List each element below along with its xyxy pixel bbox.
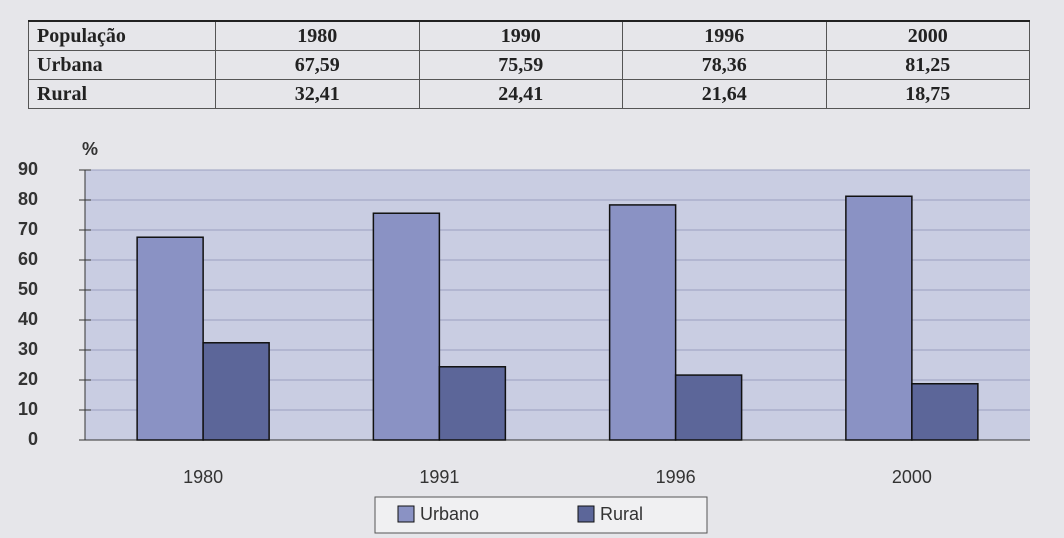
table-cell: Urbana: [28, 50, 216, 80]
bar: [608, 204, 677, 441]
table-cell: 1996: [622, 20, 827, 51]
y-tick-label: 90: [18, 159, 38, 179]
legend: [374, 496, 708, 534]
data-table: População 1980 1990 1996 2000 Urbana 67,59 75,5…: [28, 20, 1030, 109]
table-cell: 24,41: [418, 79, 623, 109]
table-cell: Rural: [28, 79, 216, 109]
y-tick-label: 60: [18, 249, 38, 269]
y-axis-label: %: [82, 139, 98, 159]
table-cell: 67,59: [215, 50, 420, 80]
bar: [372, 212, 441, 441]
table-row: Urbana 67,59 75,59 78,36 81,25: [28, 50, 1030, 80]
table-cell: 78,36: [622, 50, 827, 80]
table-cell: 32,41: [215, 79, 420, 109]
table-row: Rural 32,41 24,41 21,64 18,75: [28, 79, 1030, 109]
legend-swatch: [577, 505, 595, 523]
y-tick-label: 0: [28, 429, 38, 449]
bar: [911, 383, 979, 441]
y-tick-label: 20: [18, 369, 38, 389]
x-tick-label: 1996: [656, 467, 696, 487]
y-tick-label: 80: [18, 189, 38, 209]
header-row: População 1980 1990 1996 2000: [28, 20, 1030, 51]
table-cell: 18,75: [825, 79, 1030, 109]
y-tick-label: 70: [18, 219, 38, 239]
table-cell: 81,25: [825, 50, 1030, 80]
x-tick-label: 1991: [419, 467, 459, 487]
y-tick-label: 40: [18, 309, 38, 329]
y-tick-label: 10: [18, 399, 38, 419]
bar: [674, 374, 743, 441]
x-tick-label: 2000: [892, 467, 932, 487]
legend-swatch: [397, 505, 415, 523]
legend-label: Rural: [600, 504, 643, 524]
bar: [202, 342, 270, 441]
y-tick-label: 50: [18, 279, 38, 299]
x-tick-label: 1980: [183, 467, 223, 487]
bar: [845, 195, 913, 441]
bar: [438, 366, 507, 441]
bar: [136, 236, 204, 441]
legend-label: Urbano: [420, 504, 479, 524]
table-cell: 2000: [825, 20, 1030, 51]
y-tick-label: 30: [18, 339, 38, 359]
table-cell: 75,59: [418, 50, 623, 80]
table-cell: 21,64: [622, 79, 827, 109]
table-cell: População: [28, 20, 216, 51]
table-cell: 1980: [215, 20, 420, 51]
